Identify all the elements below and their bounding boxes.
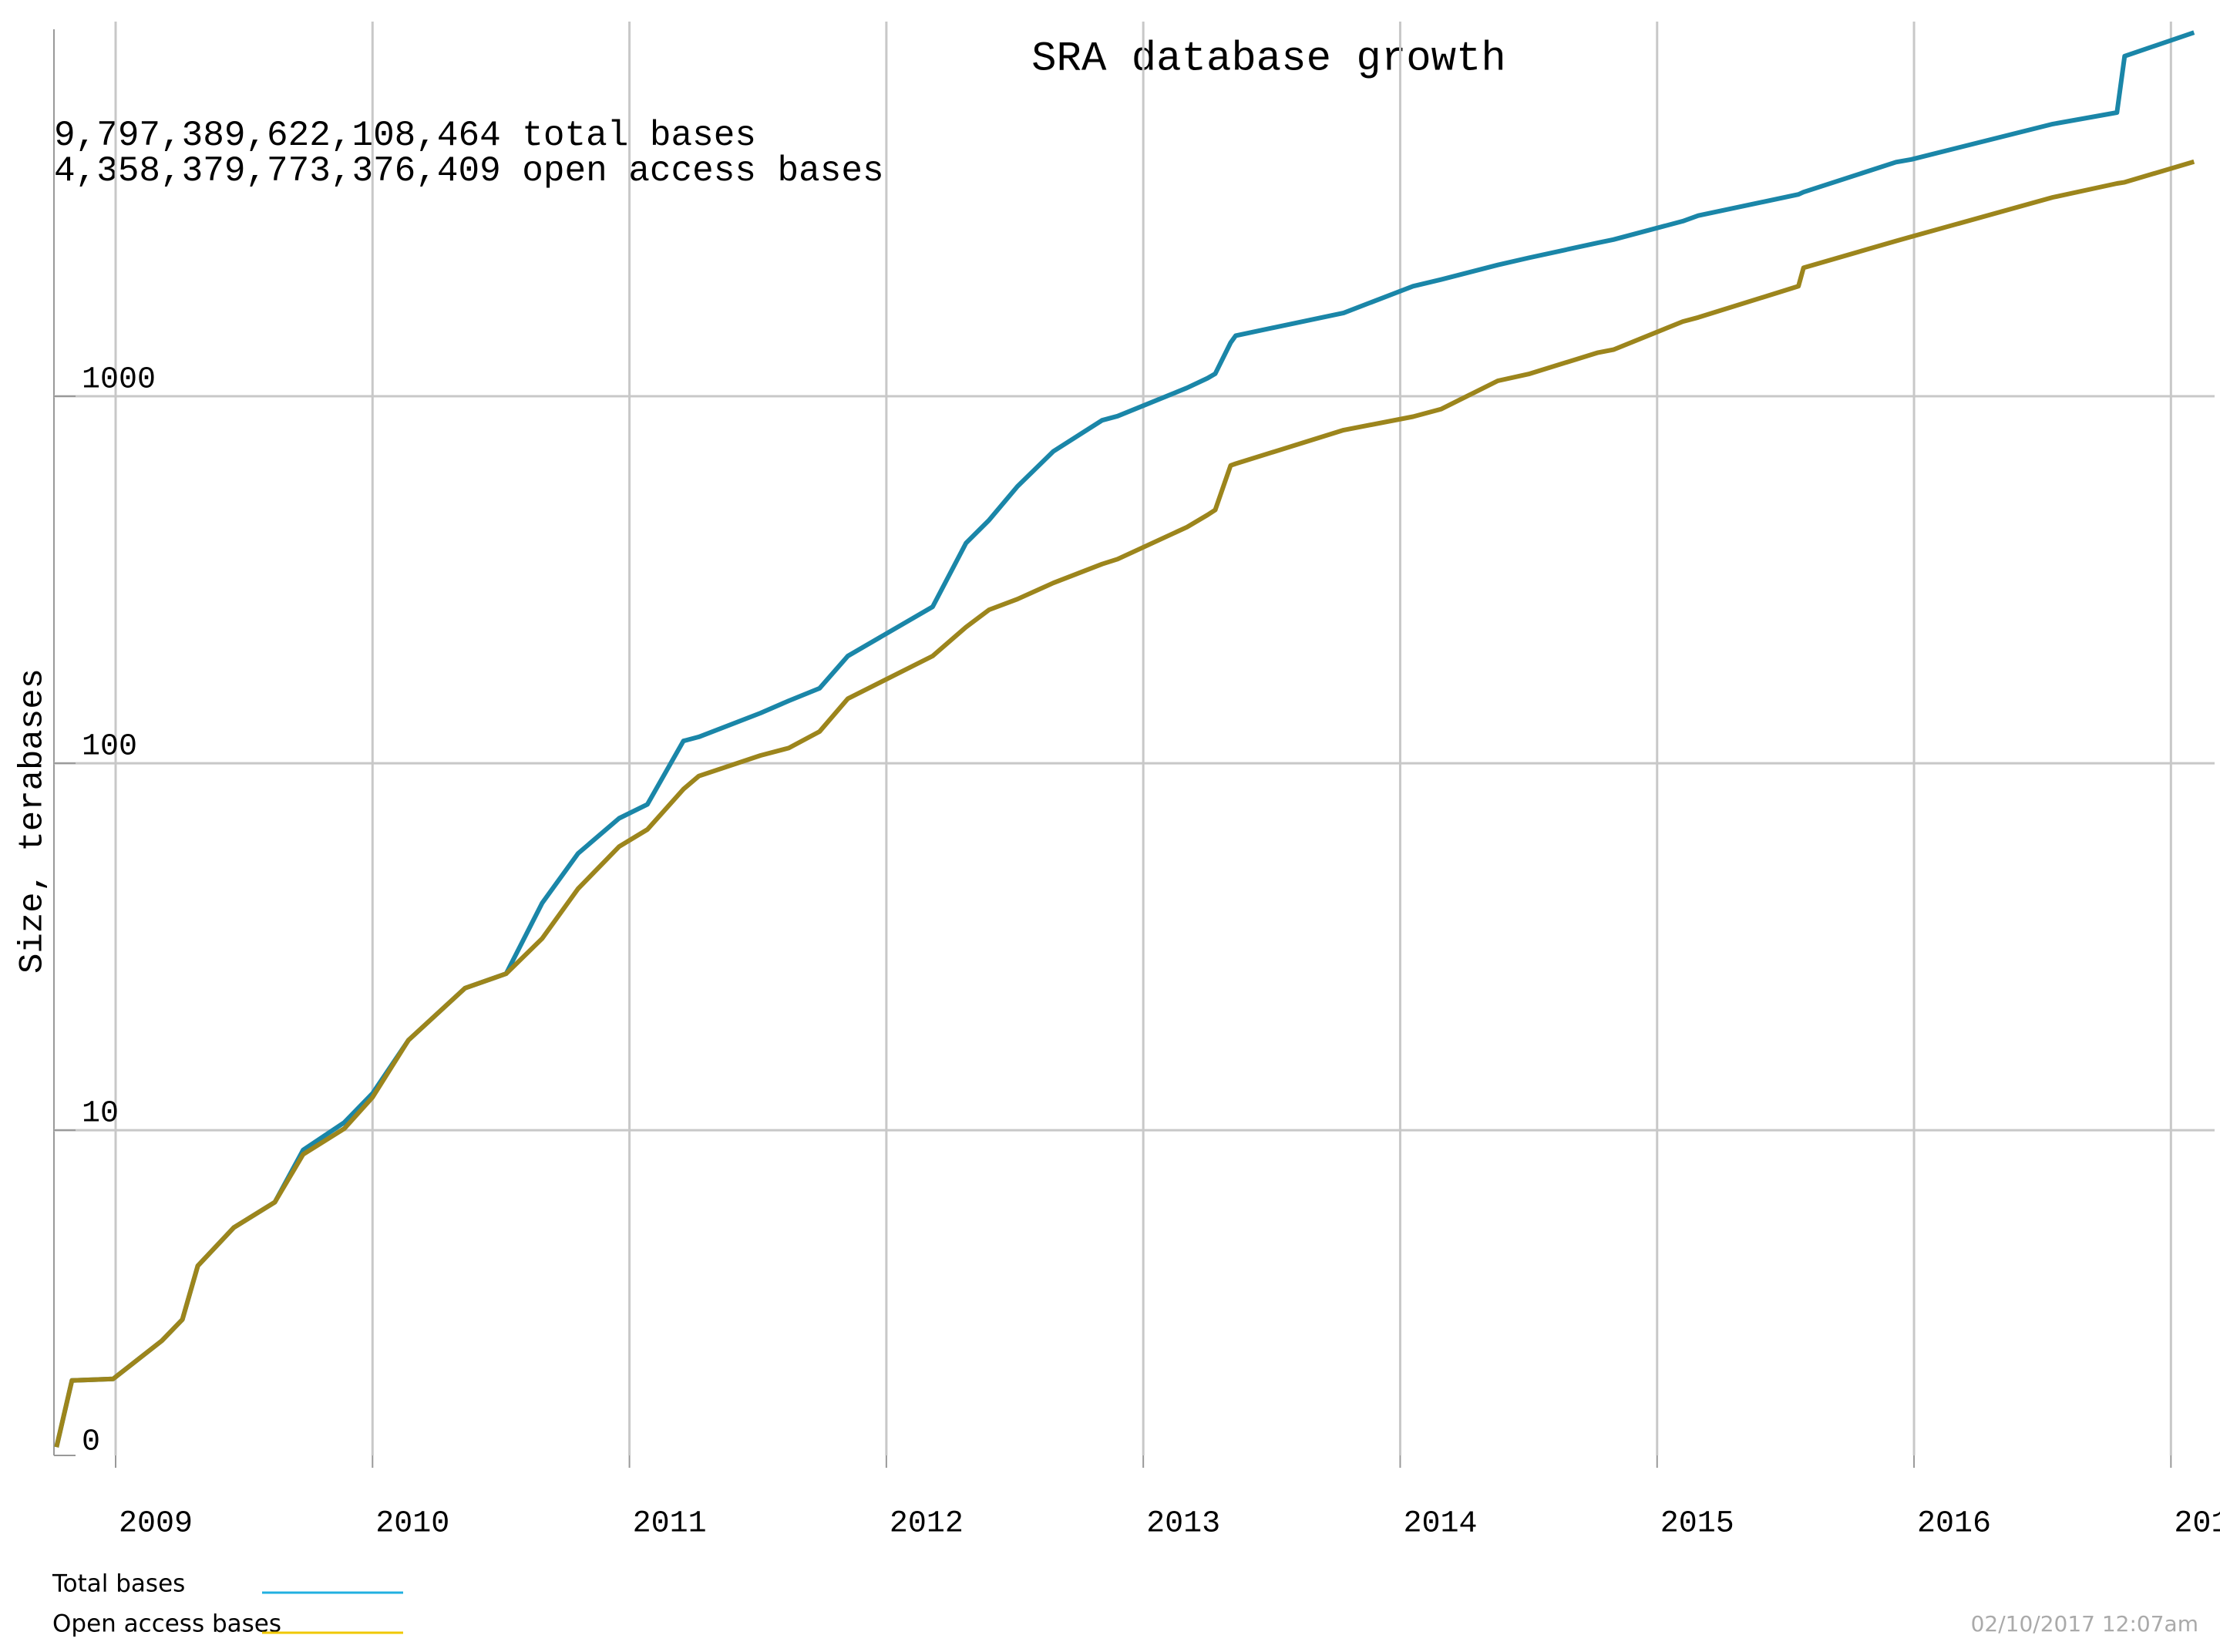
y-tick-label: 0 <box>82 1425 100 1460</box>
annotation: 4,358,379,773,376,409 open access bases <box>54 151 884 191</box>
x-tick-label: 2014 <box>1403 1507 1477 1542</box>
chart-title: SRA database growth <box>1031 35 1506 82</box>
x-tick-label: 201 <box>2174 1507 2220 1542</box>
x-tick-label: 2016 <box>1917 1507 1991 1542</box>
x-tick-label: 2013 <box>1146 1507 1220 1542</box>
series-line <box>54 159 2195 1448</box>
legend-label: Total bases <box>52 1570 185 1598</box>
annotation: 9,797,389,622,108,464 total bases <box>54 116 756 156</box>
x-tick-label: 2010 <box>375 1507 449 1542</box>
y-tick-label: 100 <box>82 730 137 765</box>
timestamp: 02/10/2017 12:07am <box>1971 1611 2198 1637</box>
series-line <box>54 30 2195 1448</box>
y-tick-label: 10 <box>82 1097 119 1132</box>
x-tick-label: 2009 <box>119 1507 193 1542</box>
x-tick-label: 2012 <box>890 1507 964 1542</box>
legend-label: Open access bases <box>52 1610 281 1638</box>
x-tick-label: 2011 <box>633 1507 707 1542</box>
x-tick-label: 2015 <box>1660 1507 1734 1542</box>
y-axis-label: Size, terabases <box>14 668 52 974</box>
y-tick-label: 1000 <box>82 363 156 398</box>
